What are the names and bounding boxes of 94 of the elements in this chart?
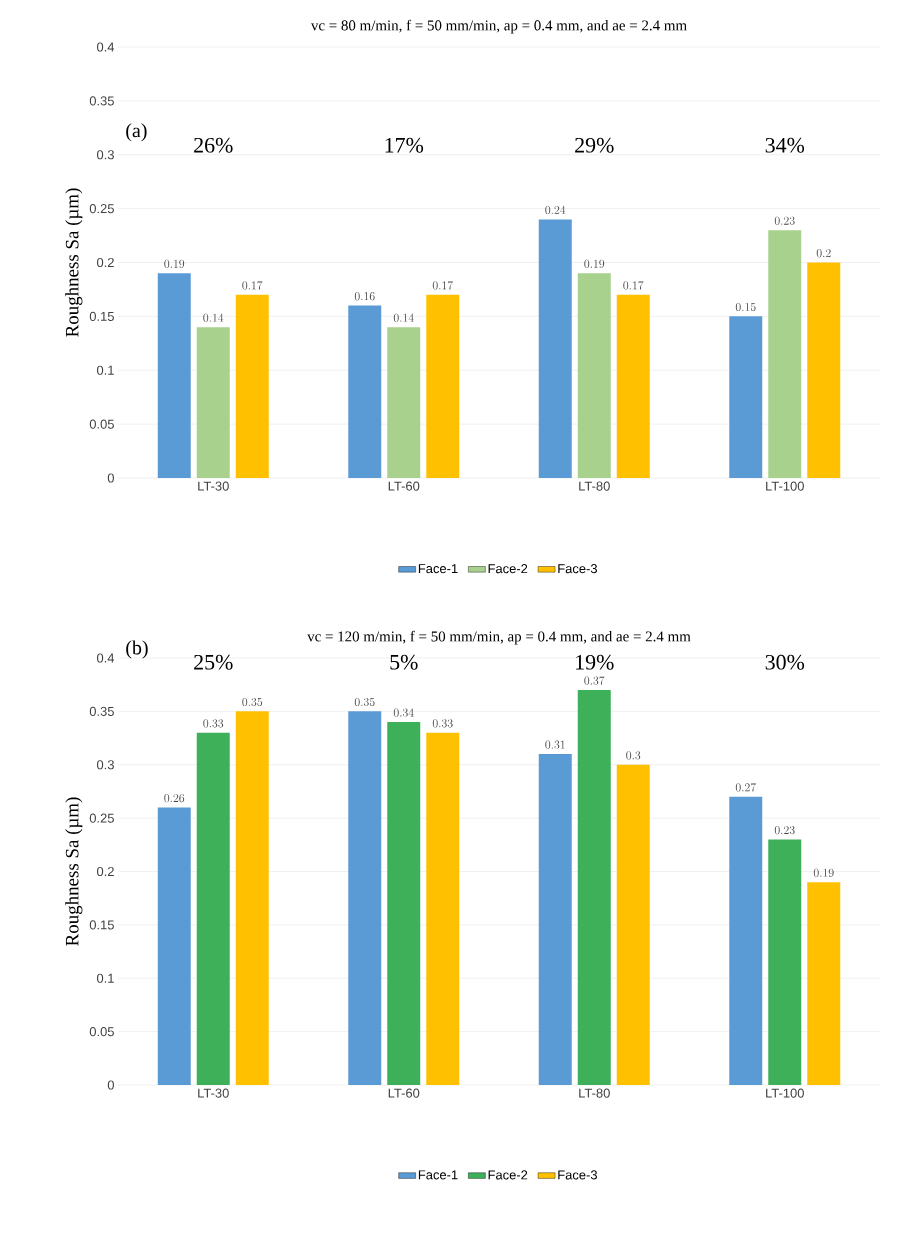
annotation: 34%	[765, 137, 805, 153]
data-label: 0. 16	[354, 292, 375, 301]
y-tick-label: 0.05	[89, 419, 114, 429]
bar	[157, 807, 191, 1085]
annotation: 19%	[576, 654, 614, 670]
bar	[577, 273, 611, 478]
data-label: 0.27	[735, 783, 756, 792]
bar	[616, 764, 650, 1085]
x-tick-label: LT-100	[766, 481, 804, 491]
bar	[235, 711, 269, 1085]
chart-title: vc = 80 m/min, f = 50 mm/min, ap = 0.4 mm, and ae = 2.4 mm	[310, 19, 687, 34]
annotation: 5%	[390, 654, 418, 670]
y-axis-title: Roughness Sa (µm)	[65, 188, 83, 337]
data-label: 0.23	[774, 826, 795, 835]
bar	[235, 294, 269, 478]
annotation: (b)	[126, 640, 148, 659]
y-axis-title: Roughness Sa (µm)	[65, 797, 83, 946]
y-tick-label: 0.1	[96, 973, 114, 983]
bar	[348, 711, 382, 1085]
y-tick-label: 0.25	[89, 813, 114, 823]
data-label: 0. 17	[623, 281, 644, 290]
y-tick-label: 0	[107, 473, 114, 483]
data-label: 0.33	[432, 719, 453, 728]
y-tick-label: 0.05	[89, 1027, 114, 1037]
x-tick-label: LT-30	[198, 481, 229, 491]
data-label: 0. 17	[432, 281, 453, 290]
legend-label: Face-1	[418, 564, 458, 574]
y-tick-label: 0.25	[89, 204, 114, 214]
legend-label: Face-2	[488, 1170, 528, 1180]
y-tick-label: 0.1	[96, 365, 114, 375]
data-label: 0.37	[584, 676, 605, 685]
bar	[768, 839, 802, 1085]
y-tick-label: 0.4	[96, 42, 115, 52]
data-label: 0. 19	[813, 868, 834, 877]
data-label: 0. 14	[393, 313, 414, 322]
bar	[538, 754, 572, 1085]
bar	[807, 882, 841, 1085]
data-label: 0. 17	[242, 281, 263, 290]
bar	[729, 316, 763, 478]
data-label: 0.26	[164, 793, 185, 803]
bar	[387, 327, 421, 478]
x-tick-label: LT-30	[198, 1088, 229, 1098]
bar	[196, 327, 230, 478]
annotation: 29%	[575, 137, 614, 153]
bar	[768, 230, 802, 478]
chart-title: vc = 120 m/min, f = 50 mm/min, ap = 0.4 mm, and ae = 2.4 mm	[307, 630, 691, 645]
x-tick-label: LT-80	[579, 481, 610, 491]
data-label: 0. 15	[735, 302, 756, 312]
bar	[157, 273, 191, 478]
data-label: 0.31	[545, 740, 565, 749]
data-label: 0.35	[242, 697, 263, 707]
data-label: 0. 14	[203, 313, 224, 322]
x-tick-label: LT-80	[579, 1088, 610, 1098]
data-label: 0.23	[774, 216, 795, 225]
y-tick-label: 0	[107, 1080, 114, 1090]
data-label: 0.35	[354, 697, 375, 707]
y-tick-label: 0.3	[96, 760, 114, 770]
y-tick-label: 0.35	[89, 706, 114, 716]
data-label: 0. 19	[584, 259, 605, 268]
x-tick-label: LT-60	[388, 1088, 420, 1098]
legend-label: Face-1	[418, 1170, 458, 1180]
data-label: 0.2	[816, 249, 831, 258]
data-label: 0.3	[626, 751, 641, 760]
bar	[807, 262, 841, 478]
annotation: 30%	[765, 654, 805, 670]
annotation: 26%	[194, 137, 233, 153]
bar	[426, 732, 460, 1085]
bar	[616, 294, 650, 478]
bar	[426, 294, 460, 478]
bar	[729, 796, 763, 1085]
bar	[387, 722, 421, 1085]
y-tick-label: 0.15	[89, 311, 114, 321]
data-label: 0.24	[545, 205, 566, 215]
x-tick-label: LT-60	[388, 481, 420, 491]
bar	[577, 690, 611, 1085]
y-tick-label: 0.2	[96, 257, 114, 268]
bar	[538, 219, 572, 478]
y-tick-label: 0.2	[96, 866, 114, 877]
data-label: 0.33	[203, 719, 224, 728]
legend-label: Face-2	[488, 564, 528, 574]
y-tick-label: 0.35	[89, 96, 114, 106]
annotation: 25%	[194, 654, 233, 670]
legend-label: Face-3	[558, 1170, 597, 1180]
bar	[196, 732, 230, 1085]
annotation: (a)	[126, 123, 147, 142]
legend-label: Face-3	[558, 564, 597, 574]
y-tick-label: 0.3	[96, 150, 114, 160]
y-tick-label: 0.15	[89, 920, 114, 930]
data-label: 0. 19	[164, 259, 185, 268]
data-label: 0.34	[393, 708, 414, 717]
x-tick-label: LT-100	[766, 1088, 804, 1098]
y-tick-label: 0.4	[96, 653, 115, 663]
annotation: 17%	[385, 137, 424, 153]
bar	[348, 305, 382, 478]
